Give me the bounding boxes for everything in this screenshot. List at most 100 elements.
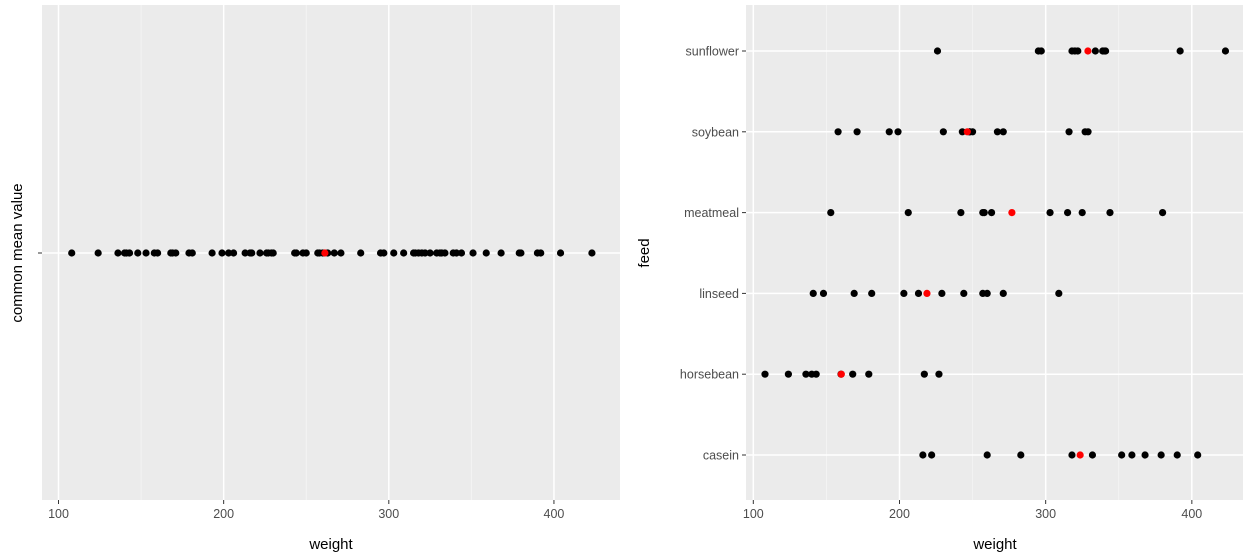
left-data-point <box>208 249 216 257</box>
right-data-point-soybean <box>853 128 861 136</box>
right-data-point-casein <box>1088 451 1097 459</box>
right-data-point-linseed <box>960 289 968 297</box>
right-y-tick-label: meatmeal <box>684 206 739 220</box>
left-data-point <box>248 249 256 257</box>
right-chart: 100 200 300 400 casein horsebean linseed meatme… <box>636 5 1243 553</box>
right-y-tick-label: sunflower <box>686 45 740 59</box>
right-data-point-soybean <box>1084 128 1092 136</box>
left-data-point <box>330 249 338 257</box>
left-data-point <box>94 249 102 257</box>
left-data-point <box>556 249 565 257</box>
right-data-point-meatmeal <box>957 209 965 217</box>
left-data-point <box>229 249 238 257</box>
right-mean-point-linseed <box>923 289 931 297</box>
right-y-tick-label: horsebean <box>680 368 739 382</box>
right-data-point-linseed <box>979 289 987 297</box>
right-data-point-linseed <box>914 289 923 297</box>
right-data-point-soybean <box>993 128 1002 136</box>
right-data-point-horsebean <box>920 370 928 378</box>
left-x-tick-label: 300 <box>378 507 399 521</box>
right-data-point-sunflower <box>1068 47 1076 55</box>
right-data-point-meatmeal <box>1063 209 1072 217</box>
right-data-point-sunflower <box>1221 47 1230 55</box>
left-mean-point <box>321 249 329 257</box>
left-data-point <box>134 249 142 257</box>
right-data-point-horsebean <box>808 370 816 378</box>
left-data-point <box>154 249 162 257</box>
right-x-tick-label: 100 <box>743 507 764 521</box>
left-x-tick-label: 200 <box>213 507 234 521</box>
right-data-point-linseed <box>809 289 817 297</box>
left-data-point <box>125 249 134 257</box>
right-data-point-linseed <box>868 289 876 297</box>
right-x-tick-label: 400 <box>1181 507 1202 521</box>
right-data-point-horsebean <box>935 370 943 378</box>
left-data-point <box>588 249 596 257</box>
right-mean-point-soybean <box>963 128 971 136</box>
left-data-point <box>218 249 226 257</box>
right-data-point-casein <box>1173 451 1181 459</box>
left-data-point <box>269 249 277 257</box>
right-data-point-casein <box>983 451 991 459</box>
left-data-point <box>357 249 365 257</box>
right-data-point-horsebean <box>784 370 792 378</box>
right-data-point-sunflower <box>1074 47 1082 55</box>
right-data-point-casein <box>1157 451 1165 459</box>
left-x-axis-title: weight <box>308 536 353 553</box>
left-data-point <box>426 249 434 257</box>
left-x-tick-label: 100 <box>48 507 69 521</box>
right-data-point-soybean <box>1065 128 1073 136</box>
right-mean-point-meatmeal <box>1008 209 1016 217</box>
left-data-point <box>482 249 490 257</box>
right-data-point-linseed <box>819 289 828 297</box>
left-data-point <box>390 249 398 257</box>
left-data-point <box>400 249 408 257</box>
right-data-point-sunflower <box>1091 47 1099 55</box>
right-data-point-meatmeal <box>1106 209 1114 217</box>
right-data-point-horsebean <box>802 370 810 378</box>
right-data-point-meatmeal <box>904 209 912 217</box>
right-data-point-meatmeal <box>827 209 835 217</box>
right-data-point-linseed <box>938 289 946 297</box>
left-data-points <box>68 249 596 257</box>
left-data-point <box>292 249 300 257</box>
right-data-points <box>761 47 1230 459</box>
right-data-point-casein <box>1194 451 1202 459</box>
left-data-point <box>302 249 310 257</box>
left-data-point <box>469 249 477 257</box>
right-x-axis-title: weight <box>972 536 1017 553</box>
right-data-point-soybean <box>885 128 893 136</box>
left-data-point <box>337 249 345 257</box>
right-data-point-casein <box>928 451 936 459</box>
right-data-point-meatmeal <box>1078 209 1086 217</box>
right-data-point-casein <box>1017 451 1025 459</box>
right-data-point-casein <box>1141 451 1149 459</box>
left-data-point <box>142 249 150 257</box>
right-data-point-meatmeal <box>1159 209 1167 217</box>
left-y-axis-title: common mean value <box>9 183 26 322</box>
right-data-point-sunflower <box>1176 47 1184 55</box>
right-data-point-soybean <box>834 128 842 136</box>
left-data-point <box>172 249 180 257</box>
left-data-point <box>452 249 461 257</box>
right-data-point-soybean <box>939 128 947 136</box>
left-data-point <box>114 249 122 257</box>
right-plot-panel <box>746 5 1243 500</box>
left-data-point <box>256 249 264 257</box>
right-data-point-sunflower <box>933 47 942 55</box>
right-data-point-linseed <box>850 289 858 297</box>
left-data-point <box>380 249 388 257</box>
left-data-point <box>441 249 449 257</box>
right-data-point-soybean <box>958 128 966 136</box>
right-x-tick-label: 300 <box>1035 507 1056 521</box>
left-x-tick-label: 400 <box>544 507 565 521</box>
right-y-tick-label: linseed <box>699 287 739 301</box>
left-data-point <box>225 249 233 257</box>
right-data-point-meatmeal <box>987 209 996 217</box>
right-axis-ticks: 100 200 300 400 casein horsebean linseed meatme… <box>680 45 1202 522</box>
right-data-point-casein <box>1068 451 1076 459</box>
right-mean-point-sunflower <box>1084 47 1092 55</box>
left-axis-ticks: 100 200 300 400 <box>38 252 565 521</box>
left-data-point <box>497 249 505 257</box>
right-mean-point-horsebean <box>837 370 845 378</box>
